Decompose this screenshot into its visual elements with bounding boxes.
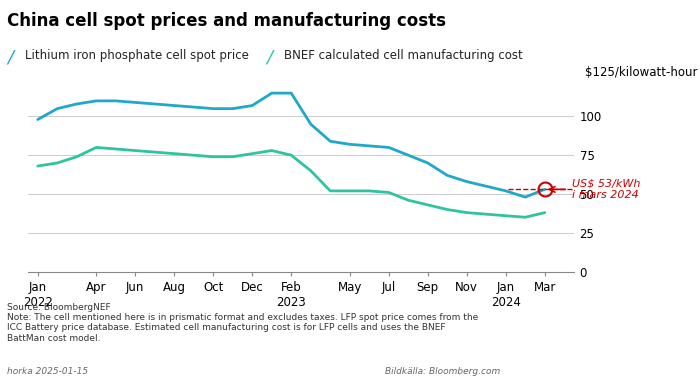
Text: China cell spot prices and manufacturing costs: China cell spot prices and manufacturing… bbox=[7, 12, 446, 29]
Y-axis label: $125/kilowatt-hour: $125/kilowatt-hour bbox=[585, 66, 697, 79]
Text: /: / bbox=[266, 48, 272, 66]
Text: /: / bbox=[7, 48, 13, 66]
Text: Bildkälla: Bloomberg.com: Bildkälla: Bloomberg.com bbox=[385, 367, 500, 376]
Text: US$ 53/kWh
i mars 2024: US$ 53/kWh i mars 2024 bbox=[572, 178, 640, 200]
Text: Source: BloombergNEF
Note: The cell mentioned here is in prismatic format and ex: Source: BloombergNEF Note: The cell ment… bbox=[7, 303, 478, 343]
Text: Lithium iron phosphate cell spot price: Lithium iron phosphate cell spot price bbox=[25, 48, 248, 62]
Text: horka 2025-01-15: horka 2025-01-15 bbox=[7, 367, 88, 376]
Text: BNEF calculated cell manufacturing cost: BNEF calculated cell manufacturing cost bbox=[284, 48, 522, 62]
